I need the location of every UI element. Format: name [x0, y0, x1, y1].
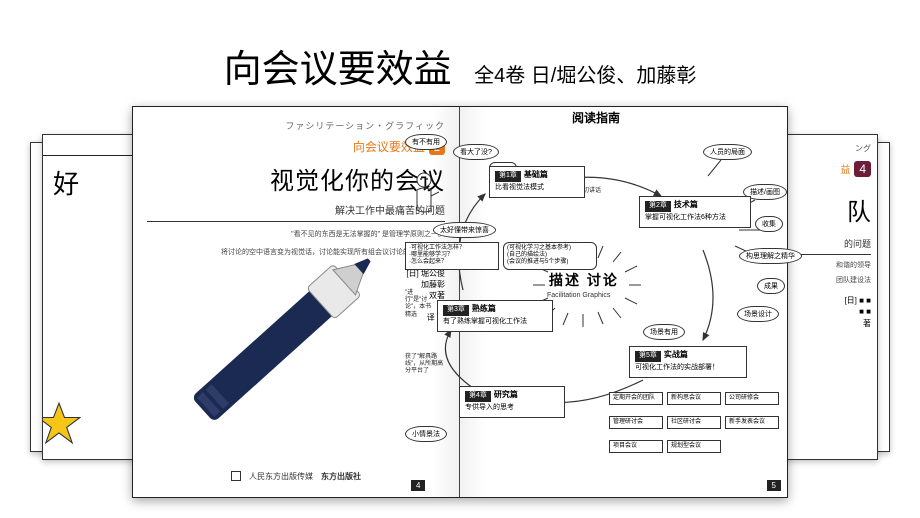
open-book-spread: ファシリテーション・グラフィック 向会议要效益2 视觉化你的会议 解决工作中最痛… [132, 106, 788, 498]
note-box: (可视化学习之基本参考)(自己的描绘法)(会议的推进与5个步骤) [503, 242, 597, 270]
star-icon [42, 401, 81, 445]
jp-caption: ファシリテーション・グラフィック [147, 119, 445, 132]
page-number-left: 4 [411, 480, 425, 491]
main-title: 向会议要效益 [224, 38, 452, 93]
chapter-2: 第2章技术篇 掌握可视化工作法6种方法 [639, 196, 751, 228]
cloud: 人员的局面 [703, 144, 752, 160]
cover-subtitle: 解决工作中最痛苦的问题 [147, 202, 445, 217]
cloud: 场景有用 [643, 324, 685, 340]
guide-title: 阅读指南 [403, 109, 789, 126]
person-icon [409, 170, 439, 220]
cloud: 有不有用 [405, 134, 447, 150]
subtitle: 全4卷 日/堀公俊、加藤彰 [474, 59, 696, 88]
cover-title: 视觉化你的会议 [147, 161, 445, 196]
cloud: 收集 [755, 216, 783, 232]
note-box: ·可视化工作法怎样？·哪里能够学习？·怎么会起来？ [405, 242, 499, 270]
diagram: 有不有用 看大了没? 没用 太好懂带来惊喜 首先，先确切讲话 人员的局面 描述/… [403, 130, 789, 470]
vol4-badge: 4 [854, 161, 871, 177]
note: 获了"解具路线"，从所期高分平台了 [405, 354, 445, 376]
book-stack: 好 ング 益4 队 的问题 和谐的领导 团队建设法 [日] ■ ■■ ■著 ファ… [30, 130, 890, 500]
cloud: 看大了没? [453, 144, 499, 160]
meeting-type: 公司研修会 [725, 392, 779, 405]
meeting-type: 规划型会议 [667, 440, 721, 453]
cloud: 构思理解之精华 [739, 248, 802, 264]
cloud: 太好懂带来惊喜 [433, 222, 496, 238]
cloud: 成果 [757, 278, 785, 294]
slide-header: 向会议要效益 全4卷 日/堀公俊、加藤彰 [0, 38, 920, 93]
guide-diagram-area: 阅读指南 [403, 107, 789, 497]
page-number-right: 5 [767, 480, 781, 491]
chapter-5: 第5章实战篇 可视化工作法的实战部署！ [629, 346, 747, 378]
burst-subtext: Facilitation Graphics [547, 292, 610, 299]
meeting-type: 管理研讨会 [609, 416, 663, 429]
chapter-4: 第4章研究篇 专供导入的思考 [459, 386, 565, 418]
meeting-type: 新构思会议 [667, 392, 721, 405]
cover-desc2: 将讨论的空中语言变为视觉话，讨论能实现所有组会议讨论的终极答案。 [147, 248, 445, 258]
cover-desc1: "看不见的东西是无法掌握的" 是管理学原则之一。 [147, 230, 445, 240]
burst-text: 描述 讨论 [549, 270, 619, 290]
meeting-type: 新手发表会议 [725, 416, 779, 429]
note: "进行"是"讨论"，本书精选 [405, 290, 435, 319]
meeting-type: 项目会议 [609, 440, 663, 453]
meeting-type: 社区研讨会 [667, 416, 721, 429]
publisher-logo-icon [231, 471, 241, 481]
series-bar: 向会议要效益2 [147, 138, 445, 155]
cloud: 小情景法 [405, 426, 447, 442]
cloud: 场景设计 [737, 306, 779, 322]
chapter-1: 第1章基础篇 比看视觉法模式 [489, 166, 585, 198]
chapter-3: 第3章熟练篇 有了熟练掌握可视化工作法 [437, 300, 553, 332]
authors-block: [日] 堀公俊 加藤彰 双著 译 著 [147, 268, 445, 324]
meeting-type: 定期开会的团队 [609, 392, 663, 405]
